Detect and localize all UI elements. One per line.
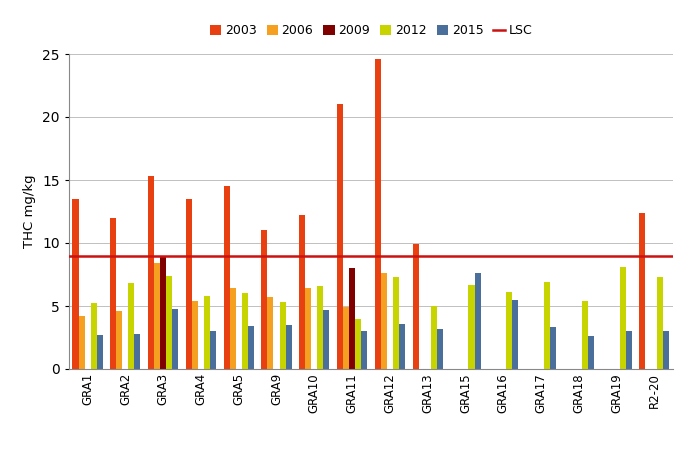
Bar bbox=[582, 301, 588, 369]
Bar bbox=[361, 331, 367, 369]
Bar bbox=[110, 218, 116, 369]
Bar bbox=[381, 273, 387, 369]
Y-axis label: THC mg/kg: THC mg/kg bbox=[23, 175, 36, 248]
Bar bbox=[91, 303, 97, 369]
Bar bbox=[128, 284, 135, 369]
Bar bbox=[399, 324, 405, 369]
Bar bbox=[280, 302, 286, 369]
Bar bbox=[97, 335, 103, 369]
Bar bbox=[588, 336, 594, 369]
Bar bbox=[550, 328, 556, 369]
Bar bbox=[374, 59, 381, 369]
Bar bbox=[657, 277, 664, 369]
Bar bbox=[172, 309, 179, 369]
Bar bbox=[192, 301, 198, 369]
Bar bbox=[154, 263, 160, 369]
Bar bbox=[148, 176, 154, 369]
Bar bbox=[224, 186, 229, 369]
Bar bbox=[324, 310, 330, 369]
Legend: 2003, 2006, 2009, 2012, 2015, LSC: 2003, 2006, 2009, 2012, 2015, LSC bbox=[205, 19, 537, 42]
Bar bbox=[286, 325, 291, 369]
Bar bbox=[337, 104, 343, 369]
Bar bbox=[393, 277, 399, 369]
Bar bbox=[437, 328, 443, 369]
Bar bbox=[229, 288, 236, 369]
Bar bbox=[431, 306, 437, 369]
Bar bbox=[475, 273, 481, 369]
Bar bbox=[317, 286, 324, 369]
Bar bbox=[300, 215, 305, 369]
Bar bbox=[116, 311, 122, 369]
Bar bbox=[185, 199, 192, 369]
Bar bbox=[242, 293, 248, 369]
Bar bbox=[305, 288, 311, 369]
Bar bbox=[469, 284, 475, 369]
Bar bbox=[412, 244, 418, 369]
Bar bbox=[204, 296, 210, 369]
Bar bbox=[664, 331, 669, 369]
Bar bbox=[210, 331, 216, 369]
Bar bbox=[248, 326, 254, 369]
Bar bbox=[135, 334, 141, 369]
Bar bbox=[639, 213, 645, 369]
Bar bbox=[355, 319, 361, 369]
Bar bbox=[267, 297, 273, 369]
Bar bbox=[620, 267, 626, 369]
Bar bbox=[343, 307, 349, 369]
Bar bbox=[166, 276, 172, 369]
Bar bbox=[349, 268, 355, 369]
Bar bbox=[261, 230, 267, 369]
Bar bbox=[513, 300, 519, 369]
Bar bbox=[78, 316, 85, 369]
Bar bbox=[506, 292, 513, 369]
Bar bbox=[544, 282, 550, 369]
Bar bbox=[160, 256, 166, 369]
Bar bbox=[73, 199, 78, 369]
Bar bbox=[626, 331, 632, 369]
